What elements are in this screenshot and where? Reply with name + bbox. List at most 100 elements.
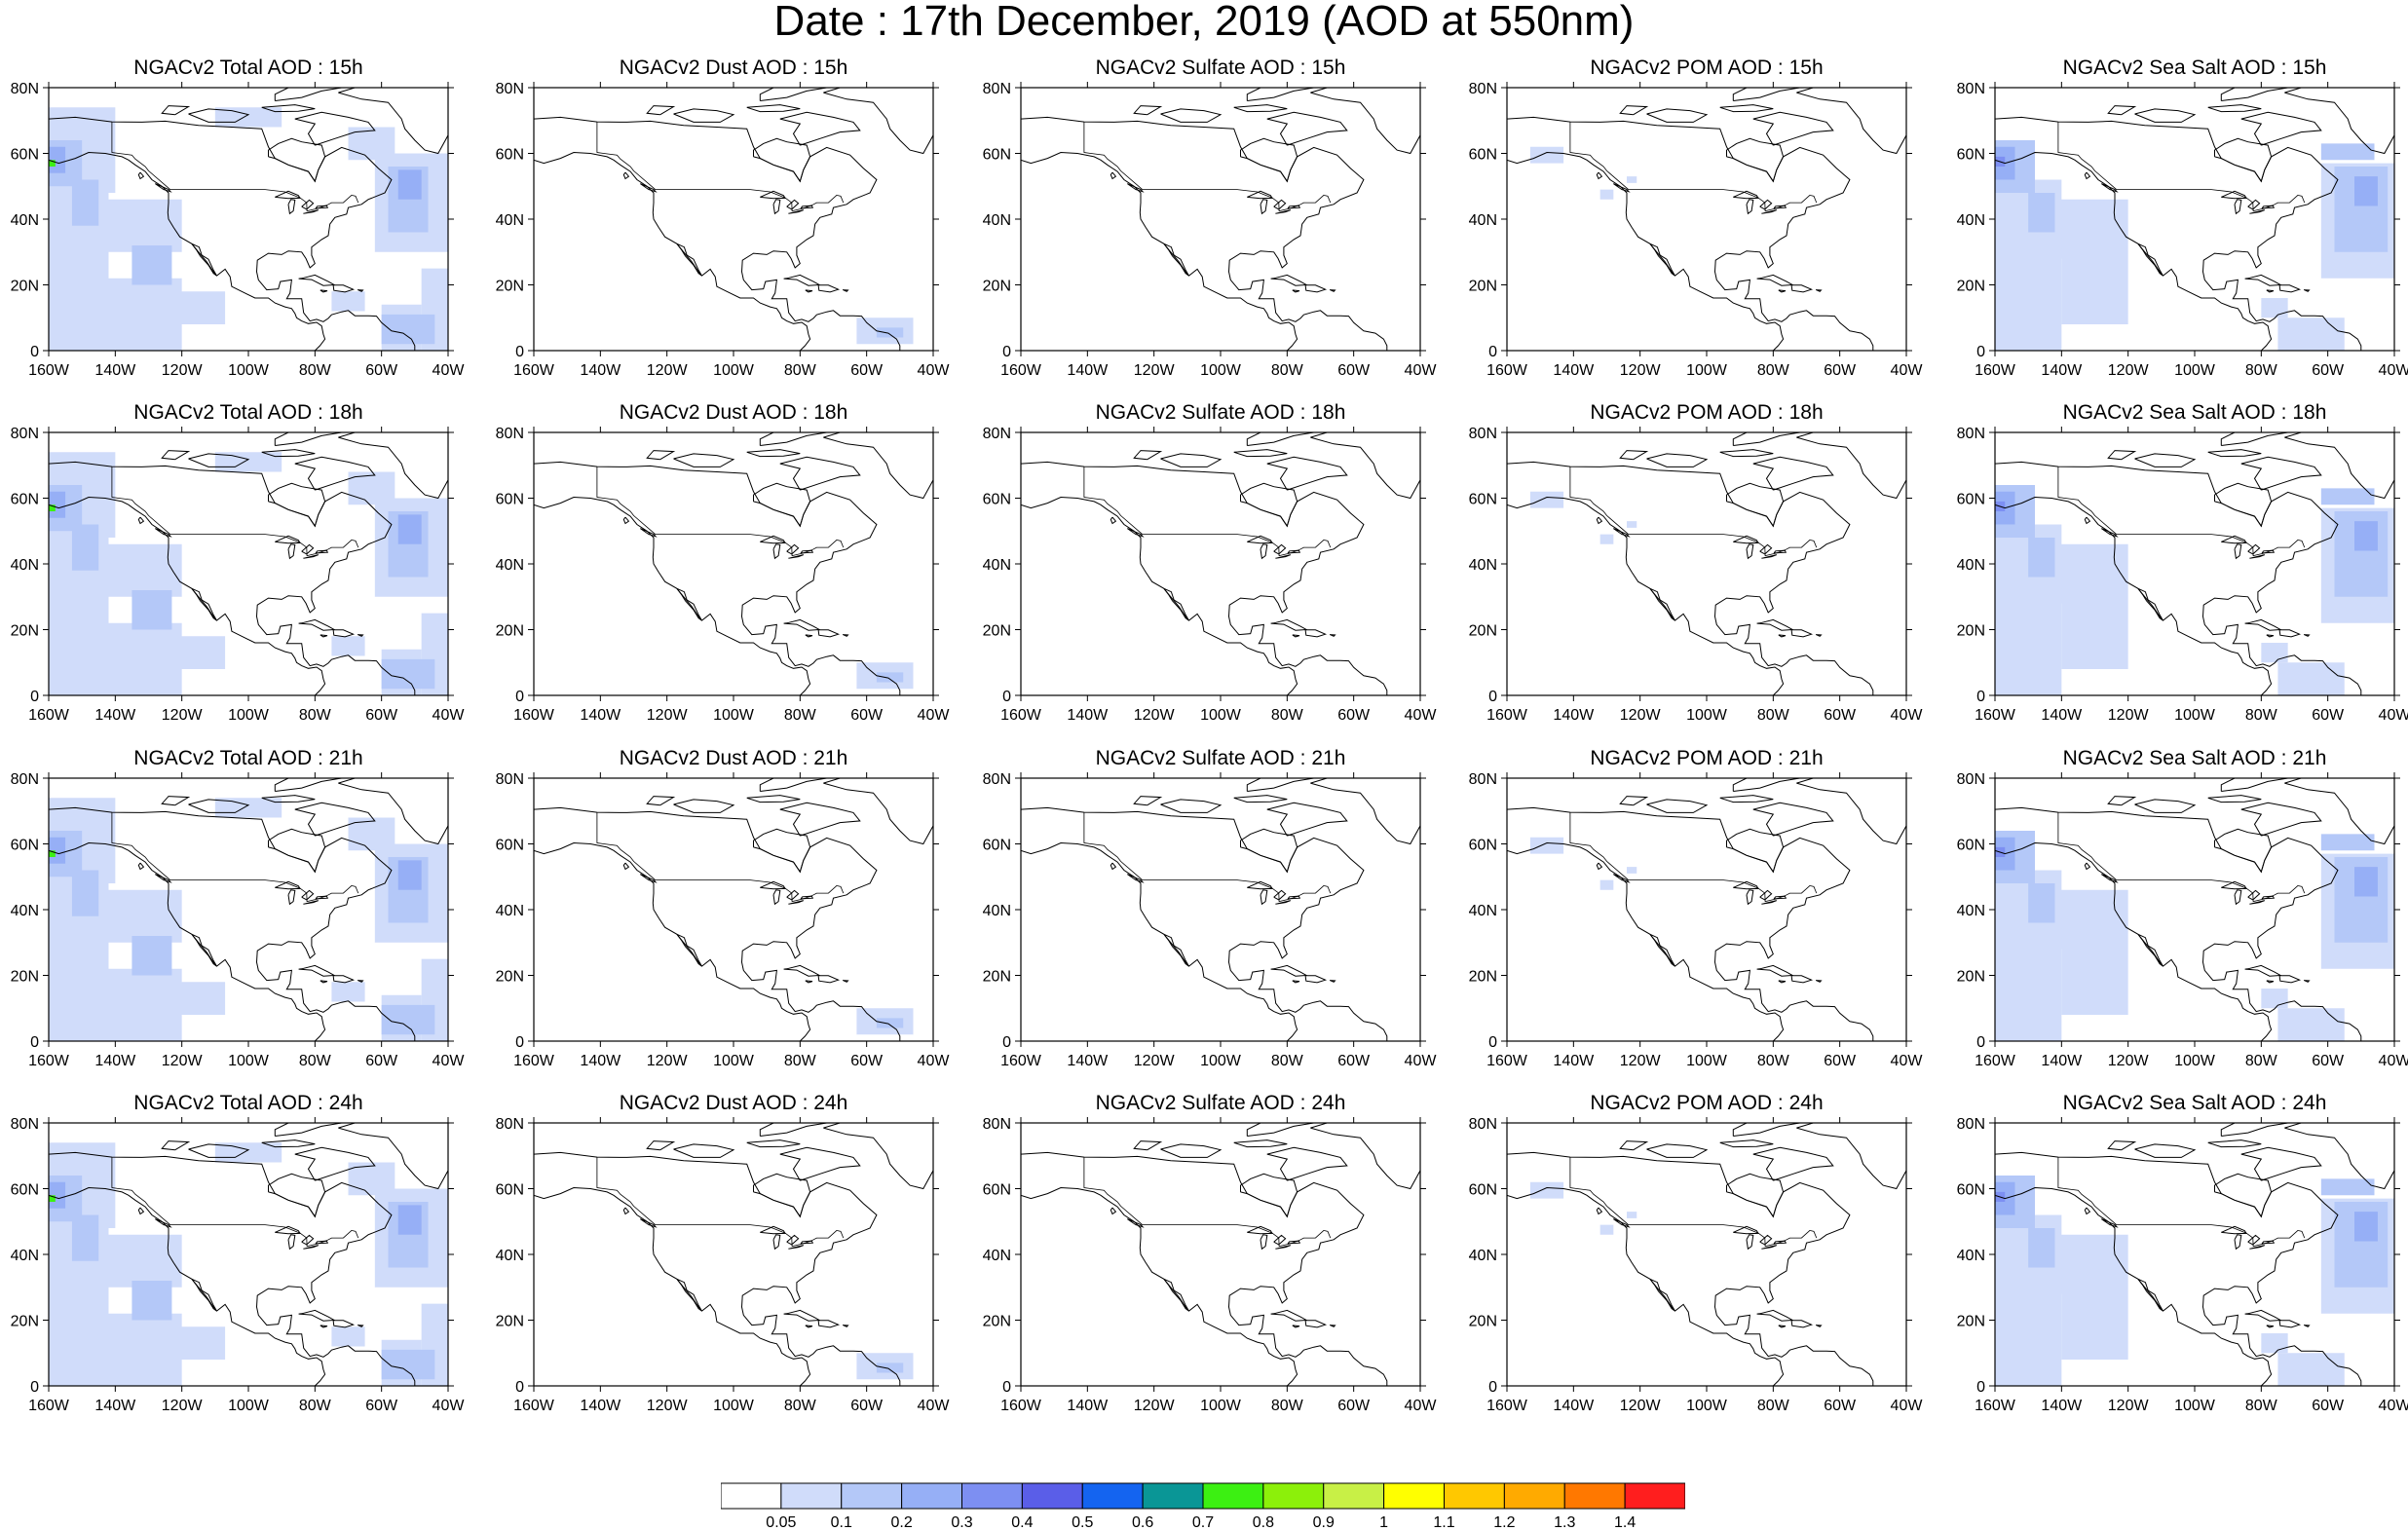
aod-cell: [71, 179, 99, 226]
aod-cell: [82, 889, 182, 943]
lat-tick-label: 80N: [1957, 771, 1985, 788]
lat-tick-label: 80N: [1469, 81, 1497, 97]
colorbar-label: 1: [1379, 1514, 1388, 1529]
map-canvas: 160W 140W 120W 100W 80W 60W 40W 0 20N 40N 60N 80N: [1469, 771, 1924, 1069]
island: [2134, 1143, 2197, 1158]
great-lake: [2234, 543, 2242, 560]
island: [357, 289, 364, 292]
aod-cell: [2354, 176, 2378, 206]
island: [1246, 88, 1314, 101]
lon-tick-label: 100W: [1200, 1053, 1242, 1069]
hudson-bay: [268, 482, 326, 528]
island: [1596, 862, 1603, 871]
panel-title: NGACv2 Sea Salt AOD : 24h: [2062, 1092, 2327, 1114]
aod-cell: [71, 1214, 99, 1261]
aod-shading: [49, 1142, 448, 1386]
island: [646, 796, 676, 806]
aod-cell: [381, 1349, 435, 1380]
greenland: [823, 1123, 933, 1190]
island: [817, 629, 841, 638]
great-lake: [2249, 900, 2265, 905]
aleutian-islands: [49, 1204, 50, 1205]
us-canada-border: [2057, 467, 2306, 557]
lon-tick-label: 80W: [299, 1053, 332, 1069]
baja-california: [191, 243, 217, 277]
aod-cell: [397, 860, 422, 890]
island: [294, 111, 376, 146]
lat-tick-label: 40N: [11, 212, 39, 229]
lat-tick-label: 80N: [1469, 426, 1497, 442]
hudson-bay: [2214, 1173, 2273, 1218]
lat-tick-label: 80N: [11, 426, 39, 442]
aod-shading: [856, 1353, 914, 1380]
island: [261, 449, 316, 458]
great-lake: [2249, 1245, 2265, 1250]
us-canada-border: [2057, 122, 2306, 212]
lat-tick-label: 40N: [11, 903, 39, 919]
aod-shading: [856, 662, 914, 690]
island: [2244, 618, 2282, 631]
map-canvas: 160W 140W 120W 100W 80W 60W 40W 0 20N 40N 60N 80N: [496, 81, 951, 379]
map-canvas: 160W 140W 120W 100W 80W 60W 40W 0 20N 40N 60N 80N: [1957, 81, 2408, 379]
great-lake: [2234, 1234, 2242, 1251]
island: [1233, 1139, 1288, 1148]
map-canvas: 160W 140W 120W 100W 80W 60W 40W 0 20N 40N 60N 80N: [496, 771, 951, 1069]
island: [1246, 432, 1314, 446]
baja-california: [191, 933, 217, 967]
aod-cell: [2261, 298, 2288, 318]
lat-tick-label: 60N: [1469, 147, 1497, 164]
island: [2220, 1123, 2288, 1137]
aod-cell: [165, 636, 226, 669]
island: [673, 799, 735, 813]
island: [817, 975, 841, 984]
great-lake: [301, 199, 315, 210]
lon-tick-label: 60W: [1824, 362, 1857, 379]
island: [622, 171, 630, 180]
island: [1752, 1146, 1834, 1181]
lat-tick-label: 80N: [983, 1116, 1011, 1133]
lon-tick-label: 140W: [94, 707, 136, 724]
aod-cell: [397, 169, 422, 200]
lat-tick-label: 80N: [496, 81, 524, 97]
island: [137, 171, 145, 180]
island: [137, 516, 145, 525]
lat-tick-label: 0: [30, 344, 39, 360]
colorbar-swatch: [721, 1482, 782, 1510]
island: [1815, 1325, 1823, 1327]
lon-tick-label: 40W: [433, 362, 466, 379]
aod-cell: [1529, 491, 1564, 508]
great-lake: [1759, 199, 1773, 210]
island: [640, 528, 658, 538]
island: [1613, 874, 1631, 883]
aod-cell: [876, 1018, 904, 1028]
island: [2244, 1309, 2282, 1322]
lat-tick-label: 20N: [11, 279, 39, 295]
island: [1619, 1140, 1649, 1151]
baja-california: [2137, 243, 2163, 277]
lon-tick-label: 120W: [162, 707, 204, 724]
island: [137, 862, 145, 871]
island: [1160, 108, 1223, 123]
lat-tick-label: 20N: [1469, 623, 1497, 640]
island: [1646, 453, 1709, 467]
panel-title: NGACv2 POM AOD : 21h: [1590, 747, 1824, 769]
island: [294, 1146, 376, 1181]
lon-tick-label: 80W: [2245, 707, 2278, 724]
hudson-bay: [753, 137, 811, 183]
map-background: [1021, 778, 1420, 1041]
great-lake: [788, 1245, 804, 1250]
greenland: [2284, 1123, 2394, 1190]
colorbar-swatch: [1383, 1482, 1445, 1510]
aod-cell: [2061, 603, 2128, 669]
island: [1127, 183, 1145, 193]
great-lake: [788, 554, 804, 559]
great-lake: [1260, 543, 1268, 560]
lon-tick-label: 160W: [513, 1053, 555, 1069]
lat-tick-label: 60N: [983, 492, 1011, 508]
panel-title: NGACv2 POM AOD : 18h: [1590, 401, 1824, 424]
lat-tick-label: 0: [1002, 1034, 1011, 1051]
lon-tick-label: 140W: [580, 1398, 621, 1414]
lon-tick-label: 140W: [1067, 1053, 1109, 1069]
map-background: [1021, 432, 1420, 695]
map-background: [1507, 88, 1906, 351]
